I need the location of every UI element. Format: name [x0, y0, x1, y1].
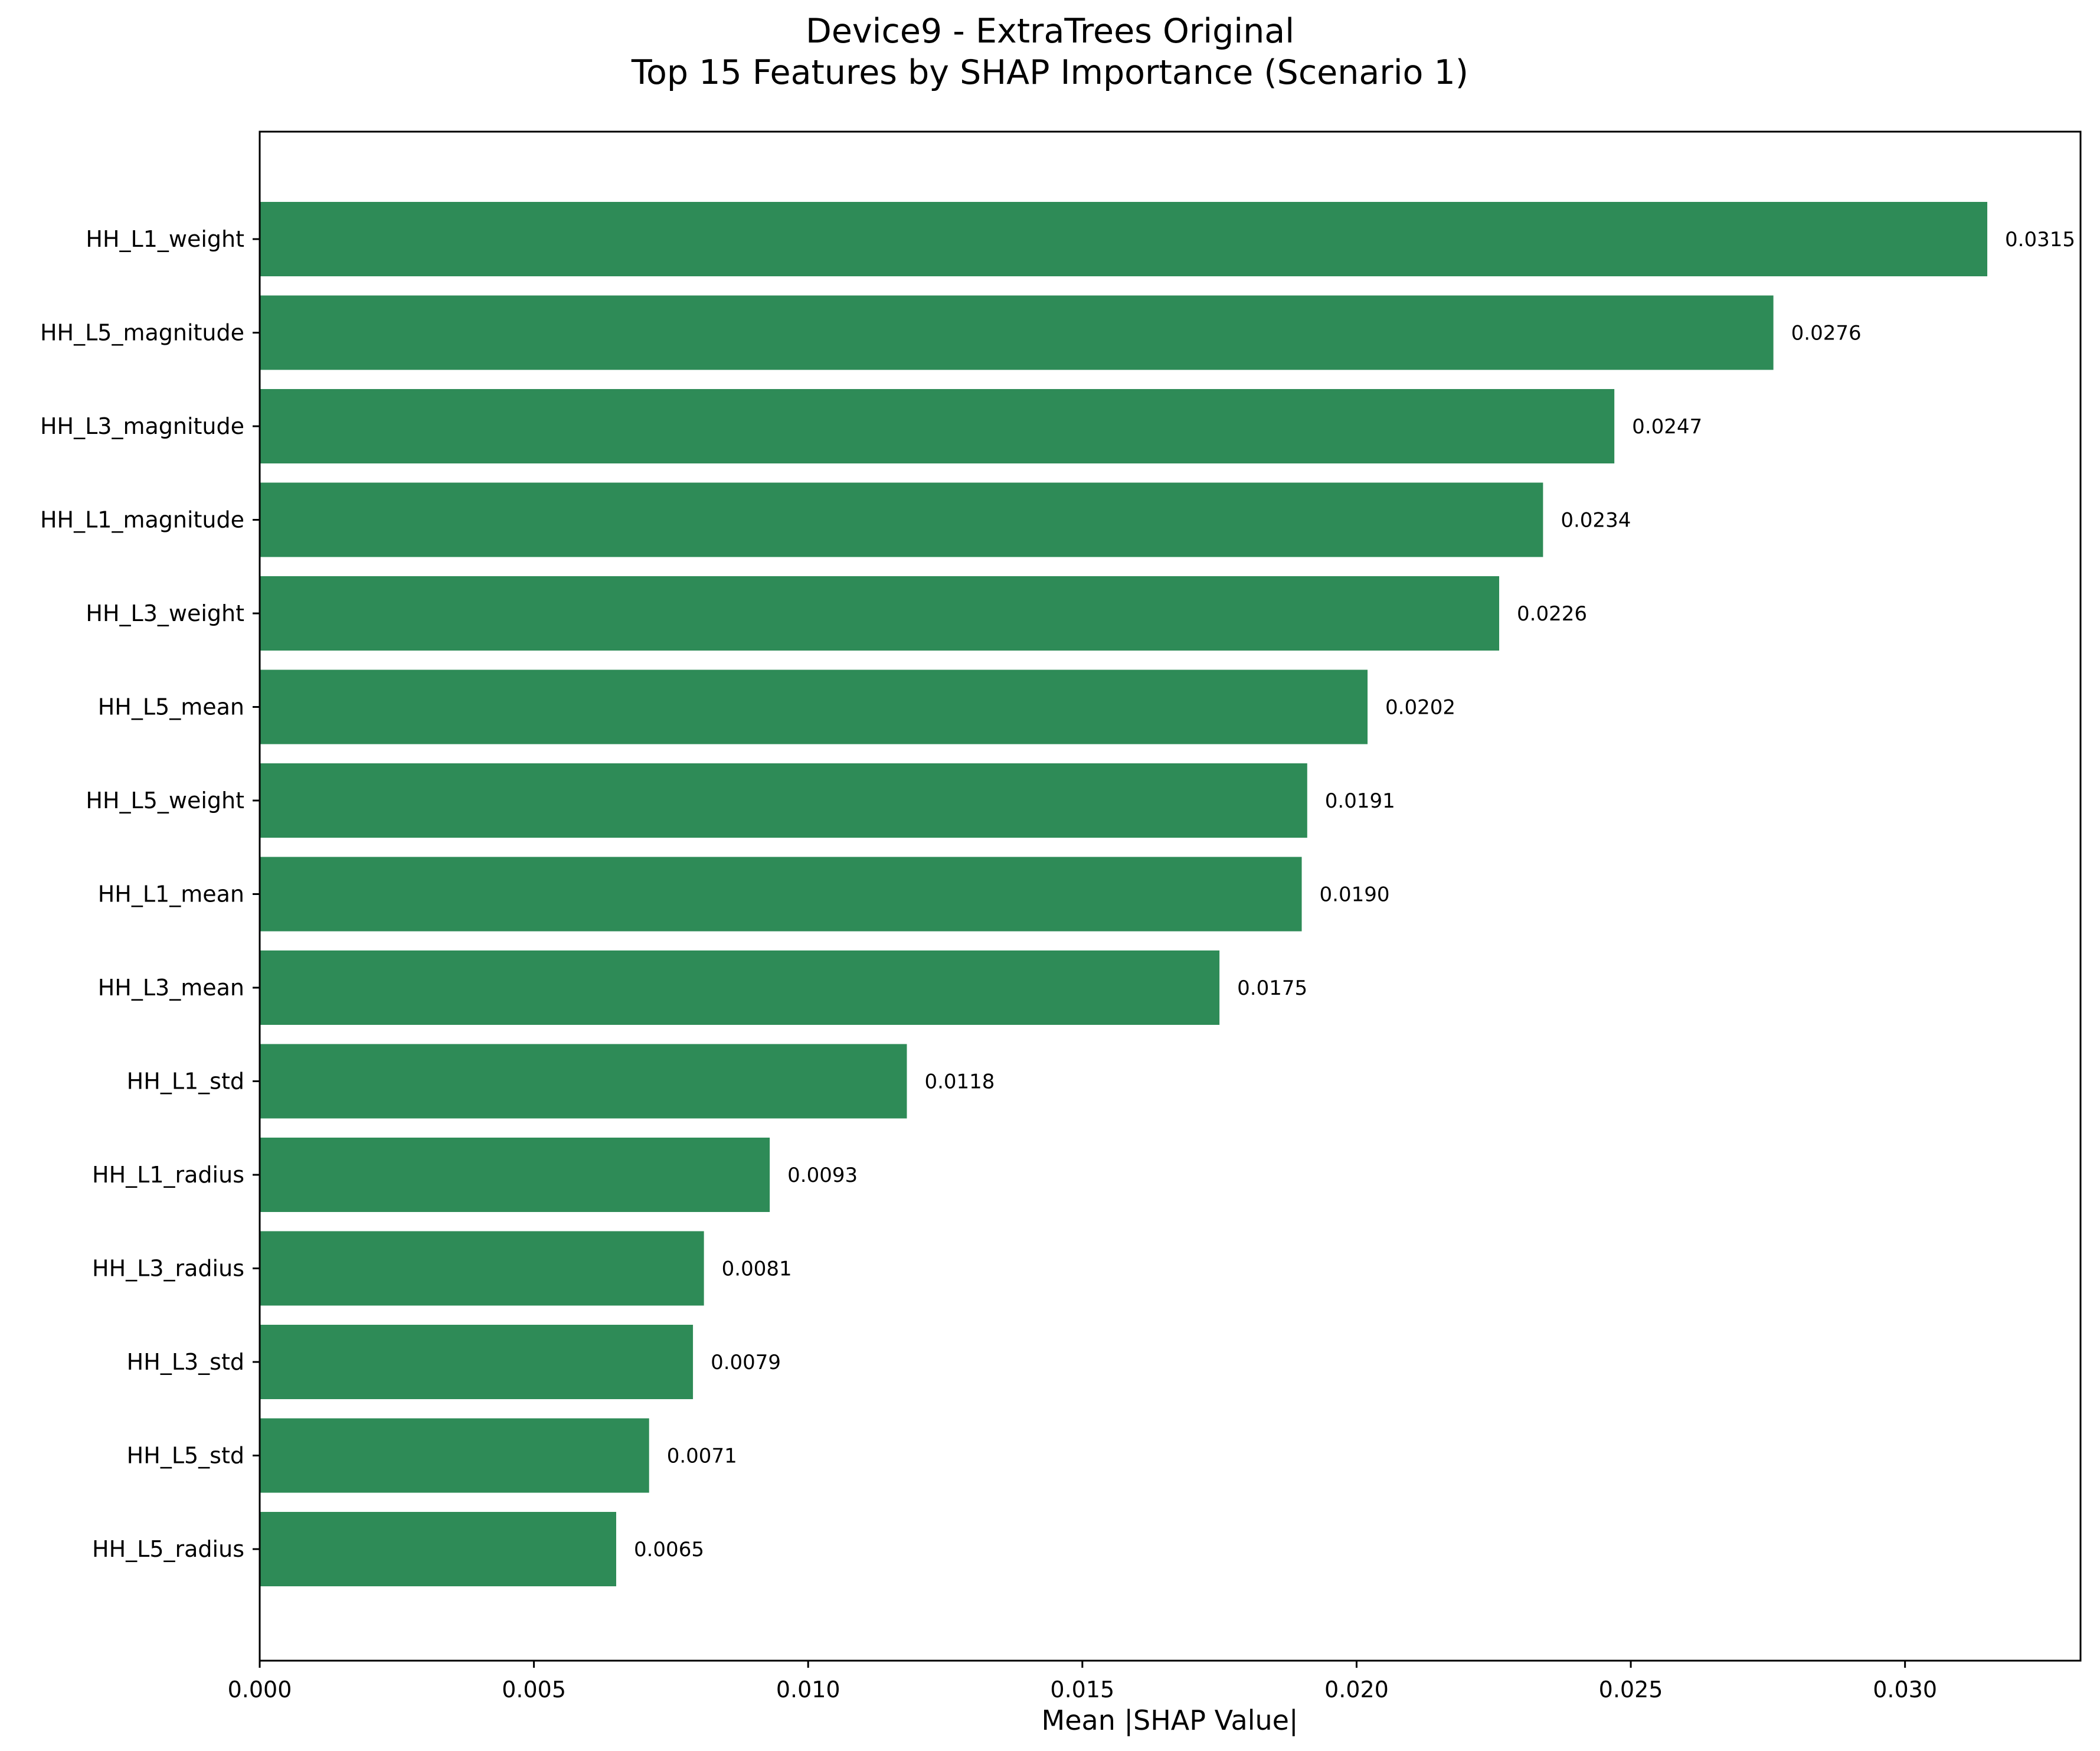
y-tick-label: HH_L1_mean [98, 881, 244, 907]
x-tick-label: 0.020 [1324, 1677, 1389, 1703]
x-tick-label: 0.015 [1050, 1677, 1114, 1703]
y-tick-label: HH_L5_radius [92, 1536, 244, 1562]
bar [260, 763, 1307, 838]
x-tick-label: 0.030 [1873, 1677, 1937, 1703]
bar-value-label: 0.0234 [1561, 509, 1631, 533]
bar-value-label: 0.0315 [2005, 228, 2075, 251]
bar-value-label: 0.0247 [1632, 415, 1702, 439]
bar-value-label: 0.0081 [722, 1257, 792, 1281]
y-tick-label: HH_L1_weight [86, 226, 244, 252]
y-tick-label: HH_L5_magnitude [40, 320, 244, 346]
bar [260, 202, 1988, 276]
bar-value-label: 0.0079 [711, 1351, 781, 1374]
bar [260, 669, 1368, 744]
bar [260, 1512, 616, 1586]
plot-frame [259, 130, 2082, 1662]
y-tick-label: HH_L3_radius [92, 1256, 244, 1282]
bar [260, 1418, 649, 1493]
bar [260, 950, 1220, 1025]
x-axis-ticks: 0.000 0.005 0.010 0.015 0.020 0.025 0.030 [228, 1661, 1937, 1703]
x-axis-label: Mean |SHAP Value| [1042, 1704, 1298, 1737]
y-tick-label: HH_L5_weight [86, 788, 244, 814]
bar [260, 1231, 704, 1306]
y-tick-label: HH_L1_radius [92, 1162, 244, 1188]
bar-value-label: 0.0118 [924, 1070, 995, 1094]
bar [260, 1325, 694, 1399]
bar [260, 482, 1543, 557]
bar-value-label: 0.0226 [1517, 602, 1587, 626]
y-tick-label: HH_L3_std [127, 1349, 244, 1375]
bar-value-label: 0.0276 [1791, 322, 1862, 345]
x-tick-label: 0.005 [502, 1677, 566, 1703]
bar [260, 576, 1500, 651]
y-tick-labels: HH_L1_weight HH_L5_magnitude HH_L3_magnitu… [40, 226, 260, 1562]
value-labels: 0.0315 0.0276 0.0247 0.0234 0.0226 0.0202 0.01… [634, 228, 2075, 1561]
x-tick-label: 0.000 [228, 1677, 292, 1703]
bar-value-label: 0.0190 [1320, 883, 1390, 907]
bar-value-label: 0.0175 [1237, 976, 1307, 1000]
bar [260, 295, 1774, 370]
y-tick-label: HH_L5_mean [98, 694, 244, 720]
bar-value-label: 0.0191 [1325, 789, 1395, 813]
y-tick-label: HH_L3_magnitude [40, 413, 244, 439]
y-tick-label: HH_L5_std [127, 1443, 244, 1469]
bar-value-label: 0.0093 [787, 1164, 858, 1187]
chart-subtitle: Top 15 Features by SHAP Importance (Scen… [631, 53, 1468, 92]
y-tick-label: HH_L1_std [127, 1069, 244, 1095]
bar-value-label: 0.0071 [667, 1445, 737, 1468]
y-tick-label: HH_L3_mean [98, 975, 244, 1001]
x-tick-label: 0.025 [1599, 1677, 1663, 1703]
bars-group [260, 202, 1988, 1586]
y-tick-label: HH_L3_weight [86, 600, 244, 626]
bar-value-label: 0.0202 [1385, 696, 1455, 720]
y-tick-label: HH_L1_magnitude [40, 507, 244, 533]
x-tick-label: 0.010 [776, 1677, 840, 1703]
bar [260, 389, 1615, 463]
chart-title: Device9 - ExtraTrees Original [806, 12, 1294, 51]
bar-value-label: 0.0065 [634, 1538, 704, 1561]
bar [260, 1044, 907, 1119]
bar [260, 1138, 770, 1212]
bar [260, 857, 1302, 932]
